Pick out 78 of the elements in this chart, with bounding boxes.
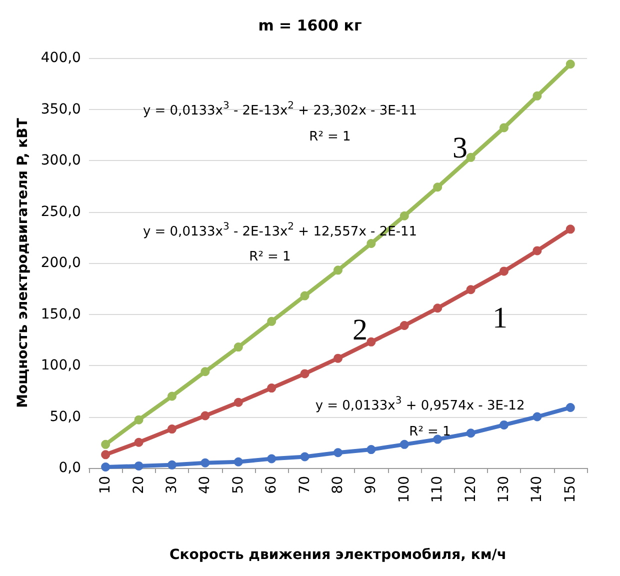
- point: [200, 458, 210, 468]
- point: [466, 152, 476, 162]
- x-tick-label: 70: [296, 476, 313, 494]
- point: [500, 266, 508, 276]
- point: [267, 384, 276, 393]
- annotation: R² = 1: [249, 250, 291, 264]
- x-tick-label: 120: [462, 476, 479, 503]
- point: [200, 367, 210, 376]
- point: [300, 291, 310, 300]
- point: [566, 403, 575, 412]
- y-tick-label: 200,0: [40, 255, 81, 271]
- point: [400, 321, 409, 330]
- x-axis-title: Скорость движения электромобиля, км/ч: [169, 547, 506, 563]
- x-tick-label: 20: [130, 476, 147, 494]
- point: [366, 337, 376, 346]
- point: [334, 448, 342, 458]
- point: [466, 285, 476, 294]
- chart-title: m = 1600 кг: [258, 16, 362, 34]
- point: [466, 428, 476, 438]
- point: [300, 452, 310, 462]
- point: [433, 434, 442, 444]
- point: [566, 224, 575, 234]
- x-tick-label: 130: [496, 476, 512, 503]
- x-tick-label: 60: [264, 476, 280, 494]
- point: [101, 462, 110, 472]
- point: [101, 450, 110, 460]
- point: [234, 457, 243, 466]
- point: [500, 123, 508, 132]
- y-axis-title: Мощность электродвигателя P, кВТ: [15, 118, 31, 408]
- point: [532, 412, 542, 422]
- annotation: R² = 1: [309, 130, 351, 144]
- point: [167, 424, 176, 434]
- point: [167, 460, 176, 470]
- y-tick-label: 150,0: [40, 306, 81, 322]
- x-tick-label: 30: [164, 476, 180, 494]
- x-tick-label: 150: [562, 476, 578, 503]
- y-tick-label: 100,0: [40, 358, 81, 374]
- x-tick-label: 100: [396, 476, 412, 503]
- point: [234, 342, 243, 352]
- y-tick-label: 350,0: [40, 101, 81, 118]
- y-tick-label: 300,0: [40, 152, 81, 168]
- x-tick-label: 50: [230, 476, 246, 494]
- x-tick-label: 40: [197, 476, 214, 494]
- point: [433, 304, 442, 313]
- point: [532, 91, 542, 100]
- x-tick-label: 80: [330, 476, 346, 494]
- annotation: R² = 1: [409, 424, 451, 440]
- point: [366, 445, 376, 454]
- point: [433, 182, 442, 192]
- point: [200, 411, 210, 420]
- annotation: 3: [452, 132, 468, 164]
- x-tick-label: 90: [363, 476, 380, 494]
- y-tick-label: 250,0: [40, 204, 81, 220]
- y-tick-label: 50,0: [50, 408, 81, 425]
- point: [167, 392, 176, 401]
- point: [267, 316, 276, 326]
- x-tick-label: 10: [98, 476, 114, 494]
- point: [134, 415, 144, 424]
- point: [234, 398, 243, 407]
- point: [566, 60, 575, 69]
- point: [134, 461, 144, 470]
- x-tick-label: 140: [529, 476, 546, 503]
- annotation: 2: [352, 314, 368, 346]
- annotation: 1: [492, 302, 508, 334]
- point: [267, 454, 276, 464]
- y-tick-label: 400,0: [40, 50, 81, 66]
- point: [366, 239, 376, 248]
- point: [134, 438, 144, 447]
- x-tick-label: 110: [430, 476, 446, 503]
- point: [334, 266, 342, 275]
- y-tick-label: 0,0: [58, 460, 81, 476]
- point: [400, 440, 409, 449]
- point: [532, 246, 542, 256]
- point: [101, 440, 110, 449]
- point: [400, 211, 409, 220]
- point: [500, 420, 508, 430]
- point: [300, 369, 310, 378]
- point: [334, 354, 342, 363]
